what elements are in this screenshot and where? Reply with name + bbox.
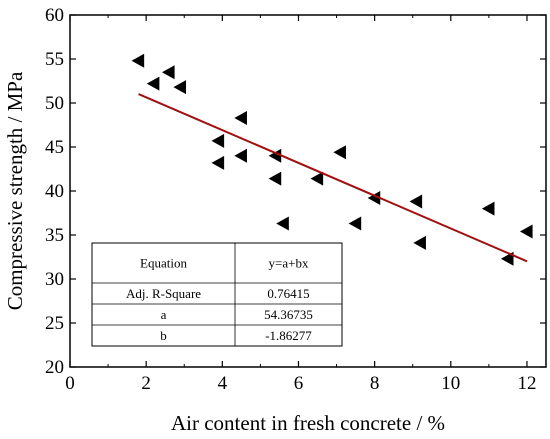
fit-table-cell: 0.76415 — [267, 286, 309, 301]
data-point — [333, 145, 346, 160]
data-point — [310, 171, 324, 186]
data-point — [481, 201, 495, 216]
data-point — [211, 155, 225, 170]
y-tick-label: 35 — [45, 225, 64, 246]
y-tick-label: 45 — [45, 137, 64, 158]
data-point — [162, 65, 175, 80]
data-point — [348, 216, 362, 231]
fit-table-cell: Adj. R-Square — [126, 286, 201, 301]
x-tick-label: 4 — [218, 373, 228, 394]
fit-table-cell: -1.86277 — [265, 328, 312, 343]
x-tick-label: 10 — [441, 373, 460, 394]
fit-table-cell: b — [160, 328, 167, 343]
x-tick-label: 2 — [141, 373, 151, 394]
data-point — [268, 148, 282, 163]
x-tick-label: 6 — [294, 373, 304, 394]
y-tick-label: 55 — [45, 49, 64, 70]
x-tick-label: 12 — [517, 373, 536, 394]
x-axis-title: Air content in fresh concrete / % — [171, 411, 445, 435]
data-point — [131, 53, 145, 68]
fit-table: Equation y=a+bx Adj. R-Square 0.76415 a 54.36… — [91, 242, 343, 347]
y-tick-label: 50 — [45, 93, 64, 114]
fit-line — [138, 93, 528, 263]
data-point — [234, 148, 247, 163]
y-axis-title: Compressive strength / MPa — [3, 71, 27, 310]
data-point — [173, 80, 187, 95]
data-point — [146, 76, 160, 91]
fit-table-cell: y=a+bx — [269, 256, 309, 271]
y-tick-label: 40 — [45, 181, 64, 202]
x-tick-label: 8 — [370, 373, 380, 394]
data-point — [268, 171, 282, 186]
data-point — [519, 224, 533, 239]
data-point — [413, 235, 426, 250]
y-tick-label: 20 — [45, 357, 64, 378]
fit-table-cell: a — [161, 307, 167, 322]
data-points — [131, 53, 533, 266]
data-point — [276, 216, 289, 231]
data-point — [367, 191, 381, 206]
y-tick-label: 25 — [45, 313, 64, 334]
data-point — [500, 251, 514, 266]
y-tick-label: 60 — [45, 5, 64, 26]
x-tick-label: 0 — [65, 373, 75, 394]
data-point — [211, 133, 225, 148]
fit-line-group — [138, 93, 528, 263]
data-point — [409, 194, 423, 209]
fit-table-cell: Equation — [140, 256, 187, 271]
axis-ticks: 0 2 4 6 8 10 12 20 25 30 35 40 45 50 55 60 — [45, 5, 546, 394]
fit-table-cell: 54.36735 — [264, 307, 313, 322]
data-point — [234, 110, 247, 125]
y-tick-label: 30 — [45, 269, 64, 290]
fit-table-border — [91, 242, 343, 347]
